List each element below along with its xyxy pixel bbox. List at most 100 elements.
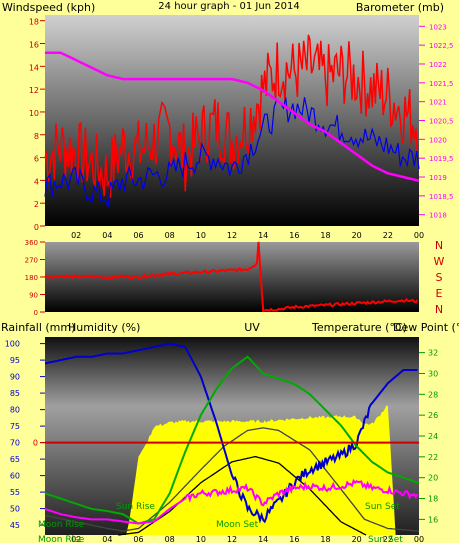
top-hour-tick: 00 [414,231,424,240]
barometer-tick: 1020 [429,136,447,144]
moon-elevation-line [44,427,420,532]
top-hour-tick: 10 [196,231,206,240]
barometer-tick: 1023 [429,23,447,31]
chart-title: 24 hour graph - 01 Jun 2014 [158,1,299,12]
humidity-tick: 70 [10,439,20,448]
direction-ticks: 0 90 180 270 360 [25,239,45,317]
direction-tick: 180 [25,274,38,282]
humidity-tick: 90 [10,373,20,382]
humidity-tick: 50 [10,505,20,514]
temperature-tick: 30 [428,369,438,378]
temperature-tick: 32 [428,349,438,358]
windspeed-tick: 18 [29,18,39,27]
windspeed-tick: 4 [34,177,39,186]
bottom-hour-tick: 22 [383,535,393,543]
top-plot-area [45,15,419,226]
compass-label: N [435,239,443,252]
barometer-tick: 1018,5 [429,193,454,201]
bottom-hour-tick: 14 [258,535,268,543]
dewpoint-line [44,478,419,525]
windspeed-ticks: 0 2 4 6 8 10 12 14 16 18 [29,18,45,232]
temperature-tick: 26 [428,411,438,420]
humidity-ticks: 45 50 55 60 65 70 75 80 85 90 95 100 [5,340,45,530]
barometer-tick: 1020,5 [429,118,454,126]
bottom-hour-tick: 00 [414,535,424,543]
uv-label: UV [244,321,260,334]
bottom-hour-tick: 16 [289,535,299,543]
top-hour-tick: 14 [258,231,268,240]
rainfall-tick: 0 [33,439,38,448]
bottom-hour-ticks: 02 04 06 08 10 12 14 16 18 20 22 00 [71,535,424,543]
wind-direction-line [44,241,419,313]
moon-set-label: Moon Set [216,520,259,530]
bottom-hour-tick: 08 [165,535,175,543]
compass-label: S [436,271,443,284]
barometer-ticks: 1018 1018,5 1019 1019,5 1020 1020,5 1021 1021,5… [419,23,454,220]
humidity-tick: 80 [10,406,20,415]
temperature-tick: 20 [428,474,438,483]
temperature-line [44,355,420,525]
rainfall-series: 0 [33,439,419,448]
bottom-series [44,342,420,536]
wind-gust-line [44,34,419,198]
bottom-hour-tick: 10 [196,535,206,543]
barometer-tick: 1019 [429,174,447,182]
windspeed-tick: 8 [34,132,39,141]
windspeed-tick: 14 [29,63,39,72]
temperature-label: Temperature (°C) [311,321,407,334]
compass-label: W [434,255,445,268]
top-hour-tick: 12 [227,231,237,240]
compass-label: E [436,287,443,300]
dewpoint-label: Dew Point (°C) [393,321,459,334]
humidity-tick: 65 [10,455,20,464]
top-hour-tick: 20 [352,231,362,240]
top-hour-tick: 08 [165,231,175,240]
direction-tick: 360 [25,239,38,247]
direction-tick: 0 [34,309,38,317]
barometer-tick: 1018 [429,212,447,220]
top-hour-tick: 06 [133,231,143,240]
windspeed-tick: 12 [29,86,39,95]
windspeed-tick: 6 [34,155,39,164]
windspeed-tick: 0 [34,223,39,232]
top-hour-ticks: 02 04 06 08 10 12 14 16 18 20 22 00 [71,231,424,240]
windspeed-axis-label: Windspeed (kph) [2,1,95,14]
rainfall-label: Rainfall (mm) [1,321,75,334]
barometer-tick: 1019,5 [429,155,454,163]
windspeed-tick: 2 [34,200,39,209]
temp-humidity-uv-chart: Rainfall (mm) Humidity (%) UV Temperatur… [1,321,459,543]
bottom-hour-tick: 06 [133,535,143,543]
top-hour-tick: 22 [383,231,393,240]
bottom-hour-tick: 20 [352,535,362,543]
humidity-tick: 45 [10,521,20,530]
mid-plot-area [45,242,419,312]
temperature-tick: 22 [428,453,438,462]
barometer-line [45,51,420,183]
bottom-hour-tick: 12 [227,535,237,543]
humidity-tick: 60 [10,472,20,481]
barometer-tick: 1022,5 [429,42,454,50]
bottom-hour-tick: 04 [102,535,112,543]
barometer-tick: 1022 [429,61,447,69]
wind-average-line [44,97,420,209]
sun-set-bottom-label: Sun Set [368,535,403,543]
bottom-hour-tick: 18 [320,535,330,543]
barometer-axis-label: Barometer (mb) [356,1,444,14]
temperature-tick: 24 [428,432,438,441]
barometer-tick: 1021 [429,99,447,107]
astro-labels: Moon Rise Sun Rise Moon Set Sun Set Moon… [38,502,403,543]
moon-rise-bottom-label: Moon Rise [38,535,85,543]
windspeed-tick: 16 [29,41,39,50]
humidity-tick: 85 [10,389,20,398]
top-hour-tick: 02 [71,231,81,240]
top-series [44,34,420,209]
temperature-tick: 28 [428,390,438,399]
direction-series [44,241,419,313]
humidity-tick: 55 [10,488,20,497]
humidity-tick: 100 [5,340,20,349]
humidity-tick: 75 [10,422,20,431]
moon-rise-label: Moon Rise [38,520,85,530]
